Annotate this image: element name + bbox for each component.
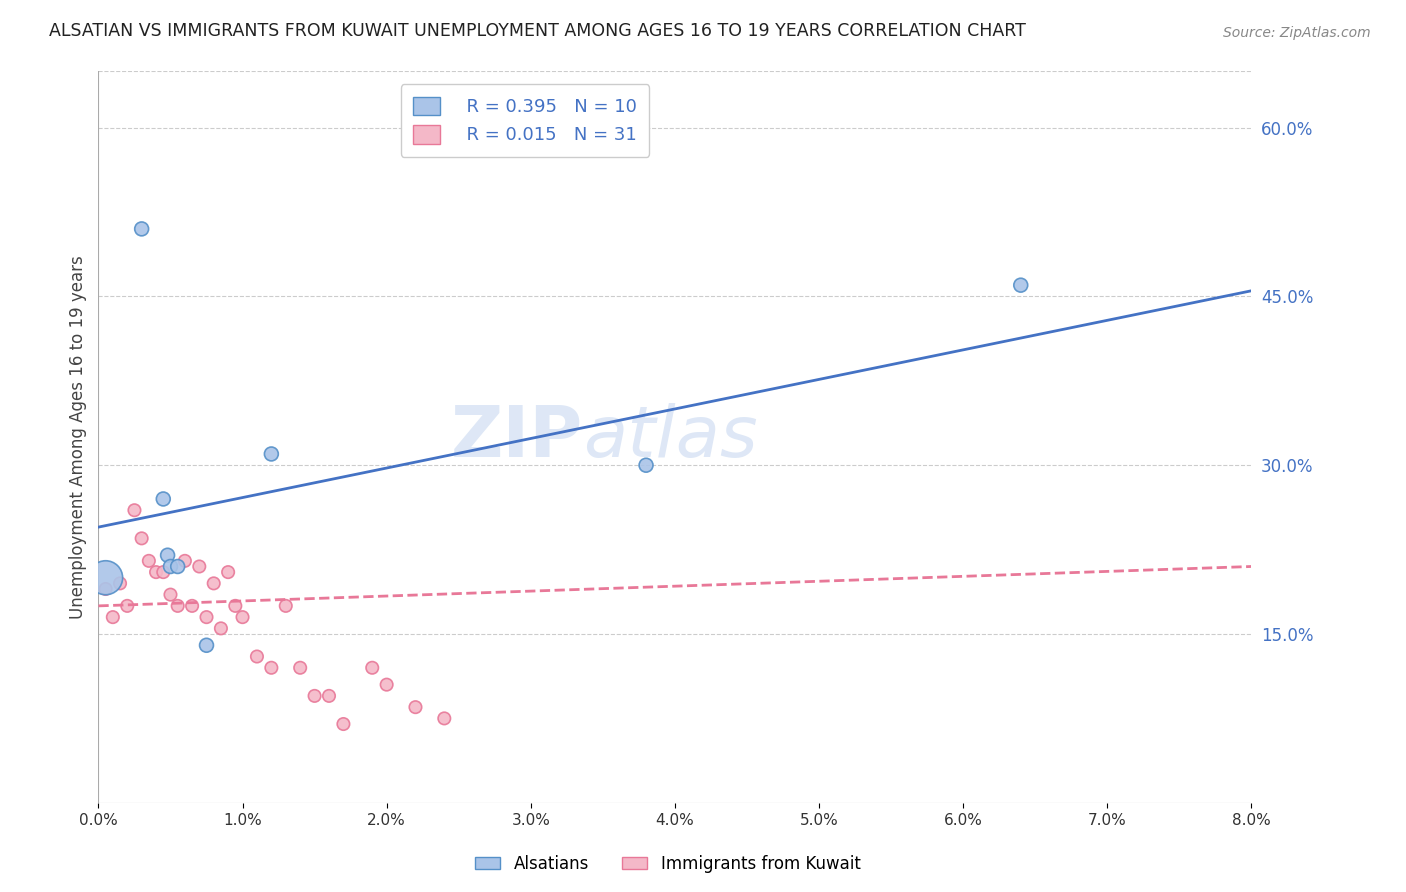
Point xyxy=(152,491,174,506)
Point xyxy=(209,621,232,635)
Point xyxy=(195,638,218,652)
Point xyxy=(108,576,131,591)
Point xyxy=(246,649,269,664)
Point xyxy=(195,610,218,624)
Point xyxy=(188,559,211,574)
Point xyxy=(231,610,254,624)
Point xyxy=(260,661,283,675)
Point xyxy=(131,532,153,546)
Text: ZIP: ZIP xyxy=(450,402,582,472)
Point xyxy=(124,503,146,517)
Text: Source: ZipAtlas.com: Source: ZipAtlas.com xyxy=(1223,26,1371,40)
Point xyxy=(181,599,204,613)
Legend:   R = 0.395   N = 10,   R = 0.015   N = 31: R = 0.395 N = 10, R = 0.015 N = 31 xyxy=(401,84,650,157)
Point xyxy=(159,559,181,574)
Point xyxy=(375,678,398,692)
Point xyxy=(290,661,312,675)
Point xyxy=(94,582,117,596)
Point xyxy=(318,689,340,703)
Point xyxy=(274,599,297,613)
Point xyxy=(361,661,384,675)
Point xyxy=(138,554,160,568)
Legend: Alsatians, Immigrants from Kuwait: Alsatians, Immigrants from Kuwait xyxy=(468,848,868,880)
Point xyxy=(405,700,427,714)
Point xyxy=(260,447,283,461)
Point xyxy=(1010,278,1032,293)
Point xyxy=(152,565,174,579)
Point xyxy=(131,222,153,236)
Point xyxy=(166,559,188,574)
Point xyxy=(156,548,179,562)
Point xyxy=(217,565,239,579)
Point xyxy=(224,599,246,613)
Point xyxy=(166,599,188,613)
Point xyxy=(159,588,181,602)
Text: ALSATIAN VS IMMIGRANTS FROM KUWAIT UNEMPLOYMENT AMONG AGES 16 TO 19 YEARS CORREL: ALSATIAN VS IMMIGRANTS FROM KUWAIT UNEMP… xyxy=(49,22,1026,40)
Point xyxy=(433,711,456,725)
Point xyxy=(145,565,167,579)
Point xyxy=(101,610,124,624)
Y-axis label: Unemployment Among Ages 16 to 19 years: Unemployment Among Ages 16 to 19 years xyxy=(69,255,87,619)
Text: atlas: atlas xyxy=(582,402,758,472)
Point xyxy=(202,576,225,591)
Point xyxy=(94,571,117,585)
Point xyxy=(304,689,326,703)
Point xyxy=(174,554,197,568)
Point xyxy=(332,717,354,731)
Point xyxy=(117,599,139,613)
Point xyxy=(636,458,658,473)
